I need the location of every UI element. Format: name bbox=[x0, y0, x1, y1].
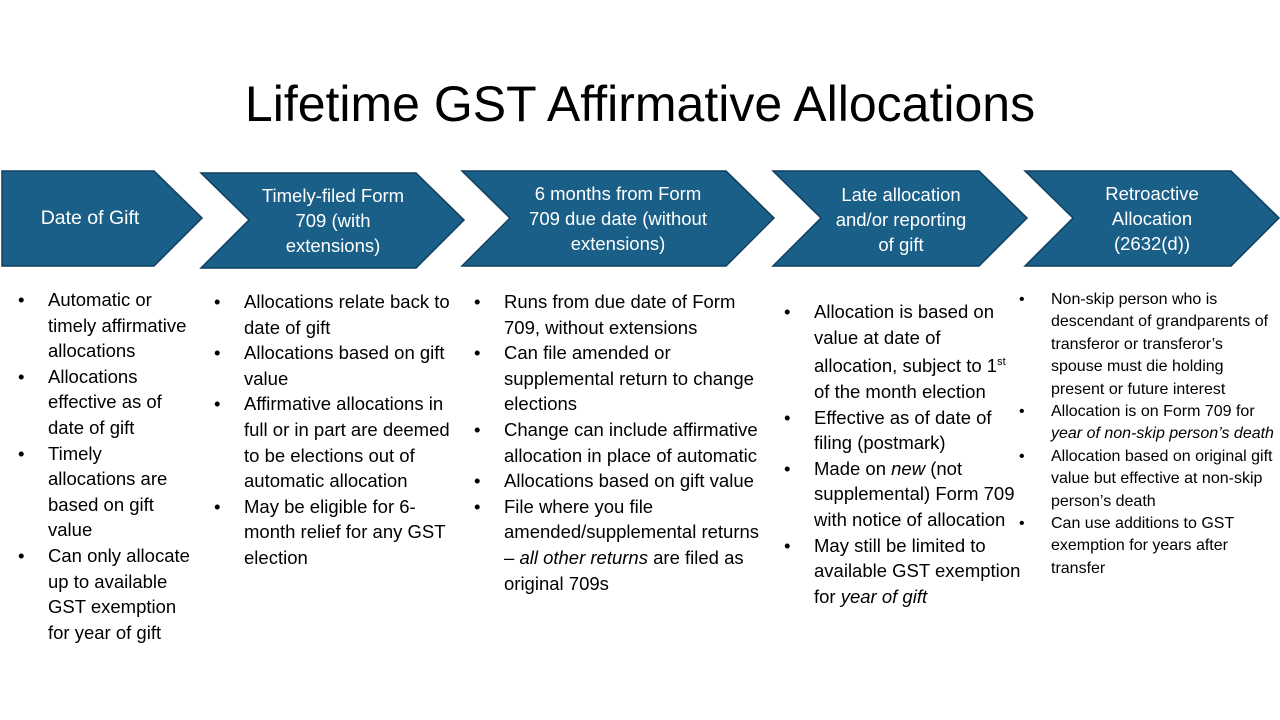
bullet-text: of the month election bbox=[814, 380, 986, 402]
bullet-item: Allocations relate back to date of gift bbox=[212, 289, 462, 340]
bullet-item: Non-skip person who is descendant of gra… bbox=[1019, 289, 1277, 401]
bullets-six-months: Runs from due date of Form 709, without … bbox=[472, 289, 762, 596]
bullet-text: Allocation is based on value at date of … bbox=[814, 301, 998, 377]
bullet-emphasis: new bbox=[891, 457, 926, 479]
step-label-timely-filed: Timely-filed Form 709 (with extensions) bbox=[261, 185, 405, 256]
step-label-late-allocation: Late allocation and/or reporting of gift bbox=[835, 183, 967, 255]
bullet-item: Allocations effective as of date of gift bbox=[16, 364, 191, 441]
superscript: st bbox=[997, 356, 1006, 369]
bullets-date-of-gift: Automatic or timely affirmative allocati… bbox=[16, 287, 191, 645]
bullet-item: Allocations based on gift value bbox=[472, 468, 762, 494]
bullet-item: File where you file amended/supplemental… bbox=[472, 494, 762, 596]
step-label-six-months: 6 months from Form 709 due date (without… bbox=[529, 183, 707, 254]
bullet-emphasis: year of gift bbox=[840, 585, 928, 607]
bullet-item: May be eligible for 6-month relief for a… bbox=[212, 494, 462, 571]
bullet-text: Allocation is on Form 709 for bbox=[1051, 403, 1255, 421]
bullet-text: are filed as original 709s bbox=[504, 546, 744, 594]
bullets-retroactive: Non-skip person who is descendant of gra… bbox=[1019, 289, 1277, 580]
bullet-emphasis: year of non-skip person’s death bbox=[1051, 425, 1274, 443]
step-label-date-of-gift: Date of Gift bbox=[40, 207, 140, 229]
bullet-item: May still be limited to available GST ex… bbox=[782, 533, 1022, 610]
bullet-item: Effective as of date of filing (postmark… bbox=[782, 405, 1022, 456]
bullet-item: Made on new (not supplemental) Form 709 … bbox=[782, 456, 1022, 533]
bullets-late-allocation: Allocation is based on value at date of … bbox=[782, 299, 1022, 609]
step-label-retroactive: Retroactive Allocation (2632(d)) bbox=[1105, 183, 1199, 254]
bullet-item: Timely allocations are based on gift val… bbox=[16, 441, 191, 543]
bullet-text: (not supplemental) Form 709 with notice … bbox=[814, 457, 1015, 530]
bullets-timely-filed: Allocations relate back to date of gift … bbox=[212, 289, 462, 571]
bullet-item: Affirmative allocations in full or in pa… bbox=[212, 391, 462, 493]
bullet-text: File where you file amended/supplemental… bbox=[504, 495, 760, 568]
bullet-item: Can only allocate up to available GST ex… bbox=[16, 543, 191, 645]
bullet-item: Allocations based on gift value bbox=[212, 340, 462, 391]
bullet-item: Can file amended or supplemental return … bbox=[472, 340, 762, 417]
bullet-item: Automatic or timely affirmative allocati… bbox=[16, 287, 191, 364]
bullet-text: Made on bbox=[814, 457, 892, 479]
bullet-item: Allocation based on original gift value … bbox=[1019, 446, 1277, 513]
bullet-item: Change can include affirmative allocatio… bbox=[472, 417, 762, 468]
slide-title: Lifetime GST Affirmative Allocations bbox=[244, 76, 1036, 132]
bullet-item: Allocation is based on value at date of … bbox=[782, 299, 1022, 405]
bullet-item: Can use additions to GST exemption for y… bbox=[1019, 513, 1277, 580]
bullet-item: Allocation is on Form 709 for year of no… bbox=[1019, 401, 1277, 446]
bullet-text: May still be limited to available GST ex… bbox=[814, 534, 1021, 607]
bullet-emphasis: all other returns bbox=[519, 546, 648, 568]
bullet-item: Runs from due date of Form 709, without … bbox=[472, 289, 762, 340]
